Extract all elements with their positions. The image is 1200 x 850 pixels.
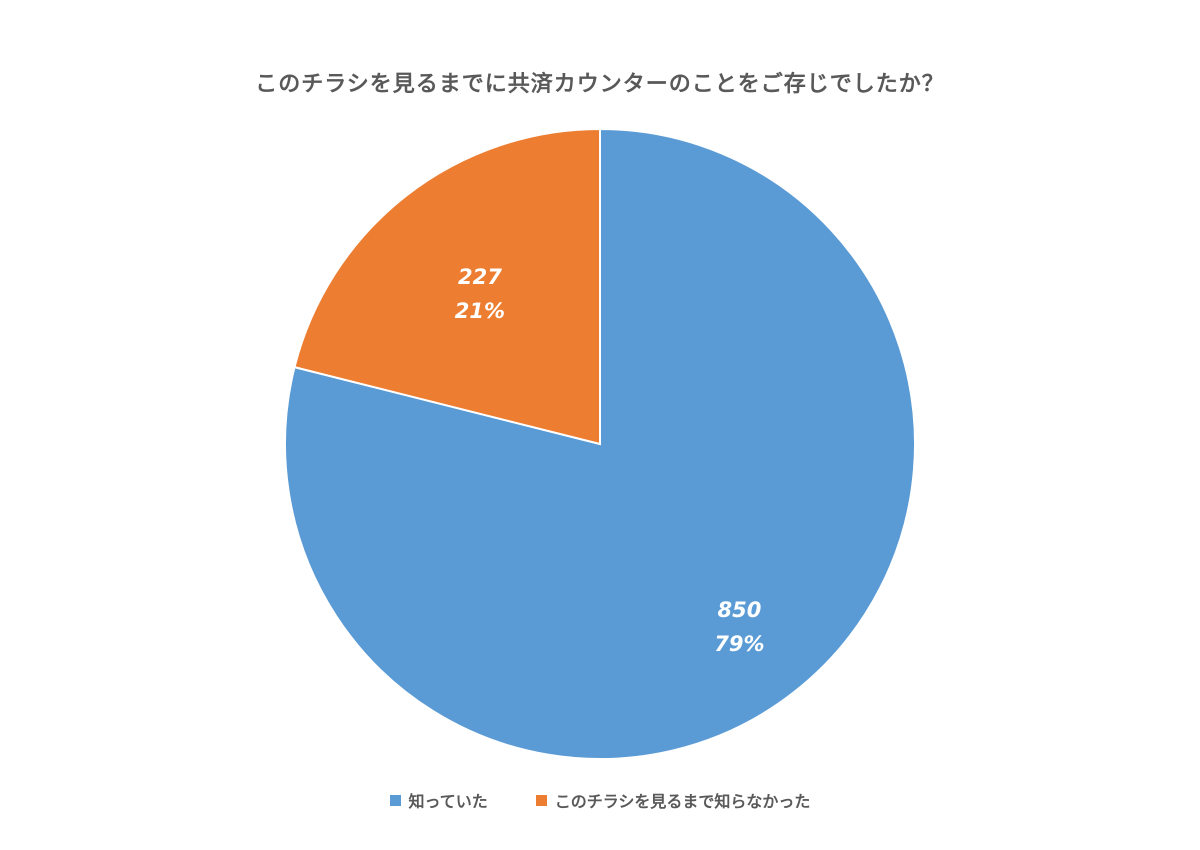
legend: 知っていた このチラシを見るまで知らなかった xyxy=(0,788,1200,812)
legend-label-unknown: このチラシを見るまで知らなかった xyxy=(554,792,811,811)
legend-swatch-unknown xyxy=(535,794,547,806)
legend-item-known: 知っていた xyxy=(389,788,488,812)
label-unknown-value: 227 xyxy=(458,265,502,289)
chart-title: このチラシを見るまでに共済カウンターのことをご存じでしたか？ xyxy=(255,72,945,97)
legend-swatch-known xyxy=(389,794,401,806)
label-known-value: 850 xyxy=(718,598,762,622)
label-unknown: 227 21% xyxy=(455,265,505,323)
legend-item-unknown: このチラシを見るまで知らなかった xyxy=(535,788,811,812)
label-known: 850 79% xyxy=(714,598,764,656)
legend-label-known: 知っていた xyxy=(408,792,488,811)
pie-data-labels: 850 79%227 21% xyxy=(455,265,765,656)
label-known-percent: 79% xyxy=(714,632,764,656)
slice-unknown xyxy=(293,127,601,446)
pie-slices xyxy=(284,127,916,760)
label-unknown-percent: 21% xyxy=(455,299,505,323)
